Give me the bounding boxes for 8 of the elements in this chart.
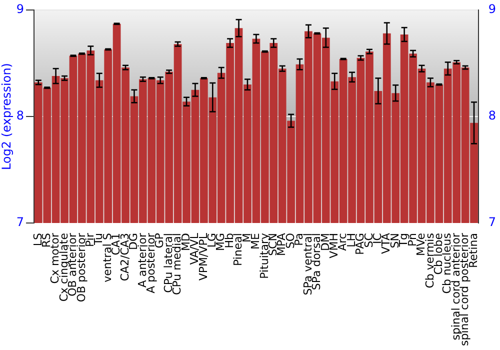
y2-tick-label: 8 bbox=[488, 108, 496, 123]
x-tick-label: A posterior bbox=[144, 232, 158, 294]
y-tick-label: 9 bbox=[16, 2, 24, 16]
y-tick-label: 7 bbox=[16, 215, 24, 230]
y2-tick-label: 7 bbox=[488, 215, 496, 230]
y-tick-label: 8 bbox=[16, 108, 24, 123]
y2-tick-label: 9 bbox=[488, 2, 496, 16]
y-axis-title: Log2 (expression) bbox=[0, 63, 14, 170]
